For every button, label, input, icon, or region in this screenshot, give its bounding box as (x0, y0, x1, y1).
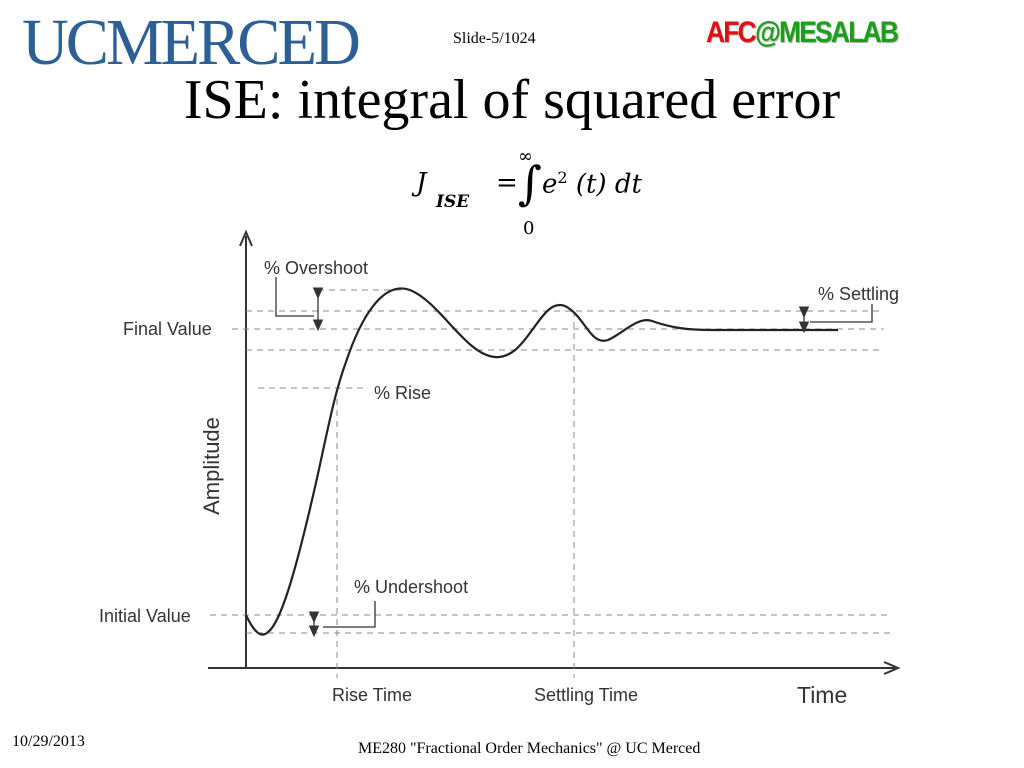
overshoot-leader (275, 277, 314, 317)
step-response-curve (245, 287, 838, 636)
footer-date: 10/29/2013 (12, 733, 85, 750)
formula-rest: (t) dt (567, 169, 642, 200)
final-value-label: Final Value (123, 319, 212, 339)
x-axis-arrow-icon (883, 661, 901, 675)
logo-afc-text: AFC (706, 16, 757, 49)
settling-leader (810, 304, 873, 323)
rise-time-label: Rise Time (332, 685, 412, 705)
formula-integrand: e2 (t) dt (542, 168, 642, 200)
formula-upper-limit: ∞ (518, 146, 533, 167)
footer-course: ME280 "Fractional Order Mechanics" @ UC … (358, 740, 701, 757)
undershoot-leader (323, 601, 376, 628)
afc-mesalab-logo: AFC@MESALAB (706, 16, 899, 49)
initial-value-label: Initial Value (99, 606, 191, 626)
ise-formula: J ISE = ∞ ∫ 0 e2 (t) dt (414, 146, 654, 242)
formula-e: e (542, 169, 558, 200)
uc-merced-logo: UCMERCED (22, 6, 361, 79)
formula-equals: = (496, 168, 518, 198)
slide-number: Slide-5/1024 (453, 30, 536, 47)
rise-label: % Rise (374, 383, 431, 403)
overshoot-label: % Overshoot (264, 258, 368, 278)
formula-subscript: ISE (436, 192, 470, 212)
x-axis-label: Time (797, 682, 847, 708)
formula-exponent: 2 (557, 168, 568, 187)
undershoot-label: % Undershoot (354, 577, 468, 597)
formula-lower-limit: 0 (523, 218, 535, 239)
y-axis-label: Amplitude (199, 417, 224, 515)
settling-time-label: Settling Time (534, 685, 638, 705)
slide-title: ISE: integral of squared error (183, 69, 841, 131)
formula-lhs: J (416, 168, 427, 198)
logo-mesalab-text: @MESALAB (754, 16, 899, 49)
settling-label: % Settling (818, 284, 899, 304)
integral-icon: ∫ (518, 156, 542, 210)
y-axis-arrow-icon (239, 229, 253, 247)
